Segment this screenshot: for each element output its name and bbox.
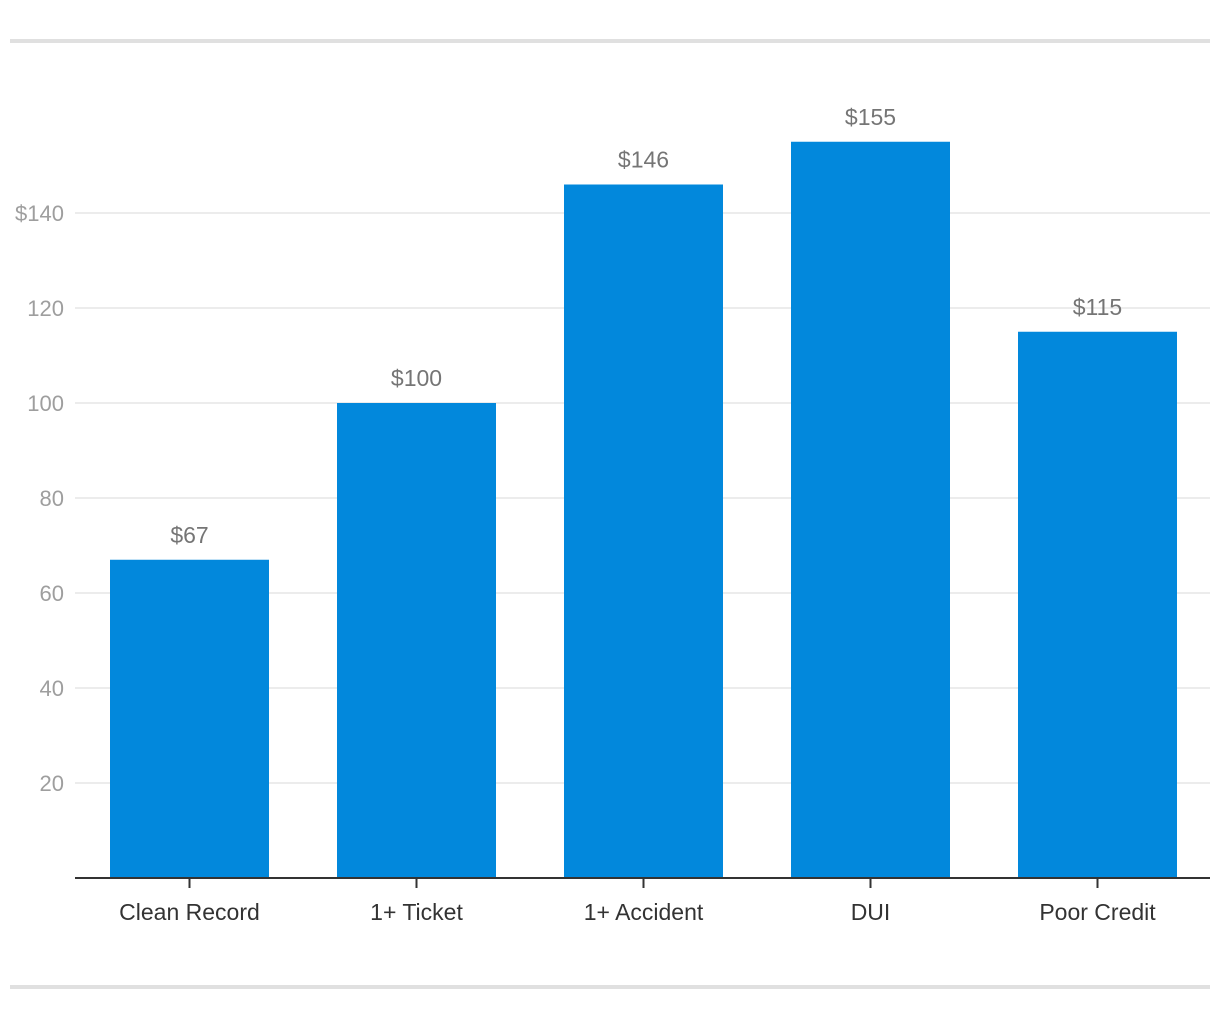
data-label: $67	[170, 522, 208, 548]
y-axis-ticks: 20 40 60 80 100 120 $140	[15, 201, 64, 796]
data-label: $100	[391, 365, 442, 391]
y-tick-label: 20	[40, 771, 64, 796]
x-axis-ticks: Clean Record 1+ Ticket 1+ Accident DUI Poor …	[119, 878, 1156, 925]
bars	[110, 141, 1177, 878]
data-labels: $67 $100 $146 $155 $115	[170, 104, 1122, 548]
y-tick-label: 120	[27, 296, 64, 321]
bar	[1018, 331, 1177, 878]
x-tick-label: Clean Record	[119, 899, 260, 925]
x-tick-label: Poor Credit	[1039, 899, 1156, 925]
y-tick-label: 80	[40, 486, 64, 511]
y-tick-label: $140	[15, 201, 64, 226]
data-label: $155	[845, 104, 896, 130]
bar	[564, 184, 723, 878]
bar	[110, 559, 269, 878]
bar	[791, 141, 950, 878]
x-tick-label: DUI	[851, 899, 891, 925]
top-divider	[10, 39, 1210, 43]
x-tick-label: 1+ Accident	[584, 899, 704, 925]
y-tick-label: 40	[40, 676, 64, 701]
y-tick-label: 60	[40, 581, 64, 606]
bar	[337, 403, 496, 878]
x-tick-label: 1+ Ticket	[370, 899, 463, 925]
y-tick-label: 100	[27, 391, 64, 416]
data-label: $115	[1073, 294, 1122, 320]
data-label: $146	[618, 147, 669, 173]
bottom-divider	[10, 985, 1210, 989]
